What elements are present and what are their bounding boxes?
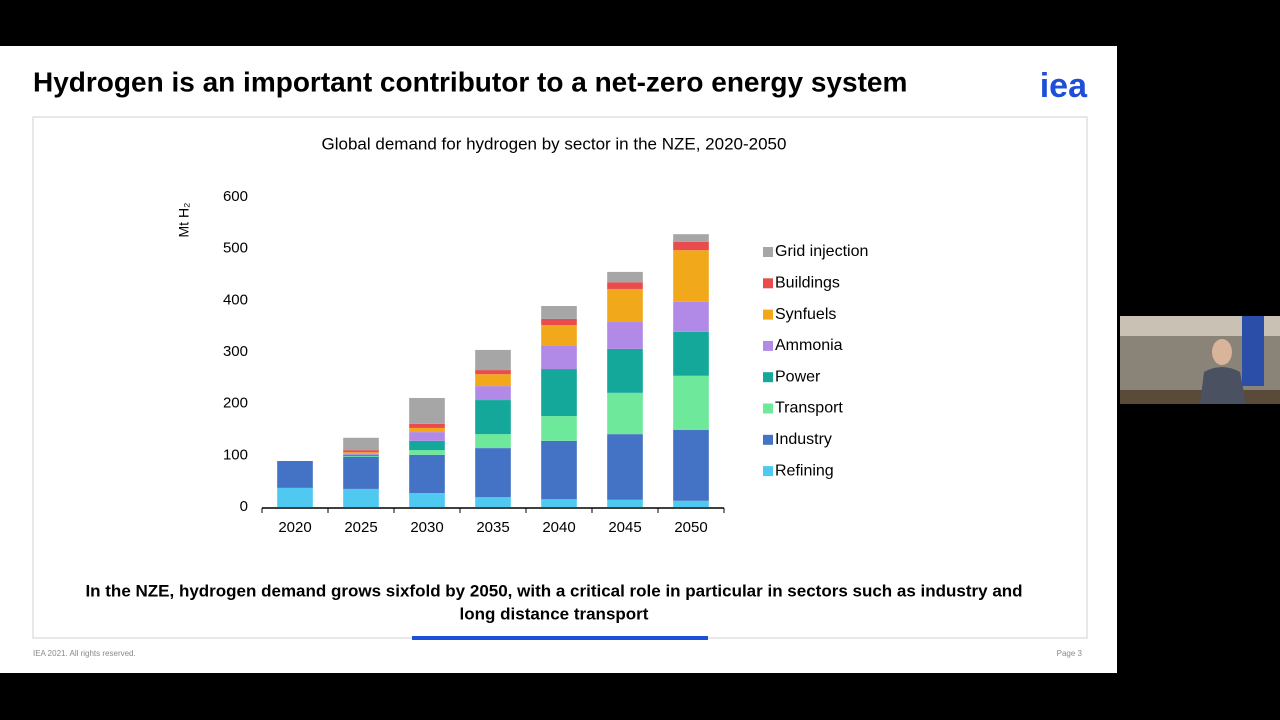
bar-segment: [541, 416, 577, 441]
bar-segment: [541, 440, 577, 500]
x-tick-label: 2020: [278, 519, 311, 536]
bar-segment: [409, 454, 445, 494]
bar-segment: [409, 432, 445, 441]
bar-segment: [475, 448, 511, 498]
legend-swatch: [763, 372, 773, 383]
bar-segment: [409, 397, 445, 424]
legend-label: Power: [775, 368, 821, 385]
bar-segment: [541, 306, 577, 319]
bar-segment: [409, 440, 445, 451]
bar-segment: [409, 450, 445, 455]
legend-swatch: [763, 403, 773, 414]
x-tick-label: 2035: [476, 519, 509, 536]
webcam-body: [1200, 367, 1246, 404]
logo: iea: [1040, 67, 1088, 105]
y-tick-label: 500: [223, 240, 248, 257]
bar-segment: [607, 271, 643, 283]
y-tick-label: 300: [223, 343, 248, 360]
bar-segment: [673, 301, 709, 332]
y-tick-label: 200: [223, 395, 248, 412]
legend-label: Industry: [775, 431, 832, 448]
bar-segment: [409, 427, 445, 433]
bar-segment: [343, 437, 379, 451]
webcam-flag: [1242, 316, 1264, 386]
bar-segment: [277, 461, 313, 488]
accent-bar: [412, 636, 708, 640]
caption: long distance transport: [460, 604, 649, 623]
y-tick-label: 400: [223, 291, 248, 308]
bar-segment: [673, 500, 709, 507]
bar-segment: [475, 497, 511, 507]
x-tick-label: 2025: [344, 519, 377, 536]
webcam-head: [1212, 339, 1232, 365]
caption: In the NZE, hydrogen demand grows sixfol…: [85, 581, 1022, 600]
bar-segment: [343, 453, 379, 455]
bar-segment: [343, 452, 379, 454]
page-number: Page 3: [1057, 649, 1083, 658]
bar-segment: [673, 331, 709, 376]
bar-segment: [541, 325, 577, 346]
y-axis-label: Mt H₂: [176, 203, 192, 238]
bar-segment: [607, 282, 643, 289]
bar-segment: [475, 349, 511, 371]
bar-segment: [541, 345, 577, 370]
x-tick-label: 2030: [410, 519, 443, 536]
bar-segment: [541, 499, 577, 507]
bar-segment: [607, 348, 643, 393]
bar-segment: [607, 434, 643, 500]
x-tick-label: 2045: [608, 519, 641, 536]
bar-segment: [541, 369, 577, 417]
bar-segment: [607, 392, 643, 435]
legend-label: Transport: [775, 400, 843, 417]
bar-segment: [277, 487, 313, 507]
bar-segment: [541, 318, 577, 326]
bar-segment: [343, 456, 379, 489]
bar-segment: [343, 456, 379, 457]
webcam: [1120, 316, 1280, 404]
x-tick-label: 2050: [674, 519, 707, 536]
bar-segment: [673, 241, 709, 251]
bar-segment: [343, 450, 379, 453]
webcam-desk: [1120, 390, 1280, 404]
bar-segment: [409, 493, 445, 507]
bar-segment: [607, 499, 643, 507]
x-tick-label: 2040: [542, 519, 575, 536]
bar-segment: [409, 423, 445, 428]
bar-segment: [673, 375, 709, 431]
bar-segment: [343, 488, 379, 507]
bar-segment: [475, 374, 511, 387]
bar-segment: [673, 250, 709, 302]
legend-swatch: [763, 434, 773, 445]
bar-segment: [475, 370, 511, 375]
bar-segment: [475, 434, 511, 449]
chart-title: Global demand for hydrogen by sector in …: [322, 134, 787, 153]
bar-segment: [673, 234, 709, 242]
footer: IEA 2021. All rights reserved.: [33, 649, 136, 658]
legend-label: Refining: [775, 462, 834, 479]
bar-segment: [343, 454, 379, 457]
slide-title: Hydrogen is an important contributor to …: [33, 66, 907, 97]
legend-swatch: [763, 340, 773, 351]
y-tick-label: 100: [223, 446, 248, 463]
bar-segment: [475, 400, 511, 435]
webcam-wall: [1120, 316, 1280, 336]
legend-swatch: [763, 309, 773, 320]
y-tick-label: 600: [223, 188, 248, 205]
legend-label: Grid injection: [775, 243, 868, 260]
legend-label: Synfuels: [775, 306, 836, 323]
bar-segment: [607, 322, 643, 349]
bar-segment: [607, 288, 643, 323]
legend-swatch: [763, 278, 773, 289]
legend-swatch: [763, 247, 773, 257]
legend-label: Ammonia: [775, 337, 843, 354]
legend-swatch: [763, 466, 773, 477]
bar-segment: [475, 386, 511, 401]
y-tick-label: 0: [240, 498, 248, 515]
legend-label: Buildings: [775, 275, 840, 292]
bar-segment: [673, 430, 709, 501]
